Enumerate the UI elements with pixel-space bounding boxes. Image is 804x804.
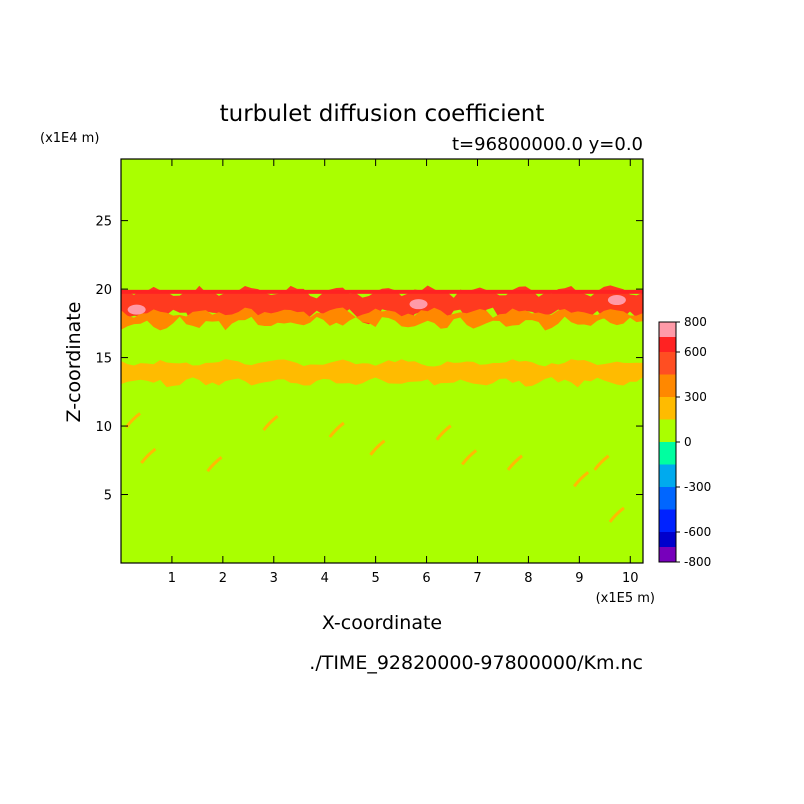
x-tick-label: 4 <box>321 571 329 586</box>
x-tick-label: 8 <box>524 571 532 586</box>
colorbar-bin <box>659 419 676 442</box>
filament-patch <box>369 439 386 456</box>
source-file-label: ./TIME_92820000-97800000/Km.nc <box>309 652 643 674</box>
colorbar-bin <box>659 322 676 337</box>
x-tick-label: 2 <box>219 571 227 586</box>
colorbar-bin <box>659 509 676 532</box>
colorbar: 800 600 300 0 -300 -600 -800 <box>658 315 711 569</box>
filament-patch <box>435 424 452 441</box>
region-upper-band-edge <box>121 307 643 331</box>
colorbar-tick-label: -800 <box>684 555 711 569</box>
chart-title: turbulet diffusion coefficient <box>220 101 545 127</box>
chart-subtitle: t=96800000.0 y=0.0 <box>452 134 643 155</box>
y-axis-label: Z-coordinate <box>63 302 85 423</box>
x-tick-label: 5 <box>371 571 379 586</box>
axis-ticks: 1 2 3 4 5 6 7 8 9 10 5 10 15 20 25 <box>95 159 643 586</box>
colorbar-bin <box>659 337 676 352</box>
plot-frame <box>120 158 644 564</box>
upper-band-peak-patch <box>607 295 626 306</box>
x-tick-label: 6 <box>422 571 430 586</box>
filament-patch <box>608 506 625 523</box>
region-middle-band <box>121 359 643 388</box>
y-unit-label: (x1E4 m) <box>40 131 99 146</box>
colorbar-bin <box>659 547 676 562</box>
y-tick-label: 25 <box>95 215 112 230</box>
colorbar-tick-label: 600 <box>684 345 707 359</box>
colorbar-bin <box>659 397 676 420</box>
background-level-fill <box>121 159 643 563</box>
filament-patch <box>262 414 279 432</box>
upper-band-top-edge <box>121 289 643 294</box>
y-tick-label: 5 <box>104 489 112 504</box>
colorbar-tick-label: 0 <box>684 435 692 449</box>
x-tick-label: 3 <box>270 571 278 586</box>
x-tick-label: 10 <box>622 571 639 586</box>
colorbar-bin <box>659 532 676 547</box>
x-axis-label: X-coordinate <box>322 612 442 634</box>
colorbar-bin <box>659 487 676 510</box>
y-tick-label: 10 <box>95 420 112 435</box>
x-tick-label: 1 <box>168 571 176 586</box>
colorbar-tick-label: 800 <box>684 315 707 329</box>
colorbar-bin <box>659 374 676 397</box>
filament-patch <box>506 454 523 471</box>
y-tick-label: 20 <box>95 283 112 298</box>
plot-border <box>120 158 644 564</box>
colorbar-bin <box>659 352 676 375</box>
upper-band-peak-patch <box>127 304 146 315</box>
x-tick-label: 9 <box>575 571 583 586</box>
filament-patch <box>140 447 157 464</box>
y-tick-label: 15 <box>95 352 112 367</box>
upper-band-peak-patch <box>409 299 428 310</box>
colorbar-bin <box>659 464 676 487</box>
filament-patch <box>461 449 478 466</box>
colorbar-bin <box>659 442 676 465</box>
filament-patch <box>206 456 223 473</box>
x-tick-label: 7 <box>473 571 481 586</box>
colorbar-tick-label: -600 <box>684 525 711 539</box>
filament-patch <box>573 471 590 488</box>
plot-area <box>121 159 643 563</box>
filament-patch <box>328 421 345 438</box>
filament-patch <box>593 454 610 471</box>
x-unit-label: (x1E5 m) <box>596 591 655 606</box>
colorbar-tick-label: -300 <box>684 480 711 494</box>
colorbar-tick-label: 300 <box>684 390 707 404</box>
